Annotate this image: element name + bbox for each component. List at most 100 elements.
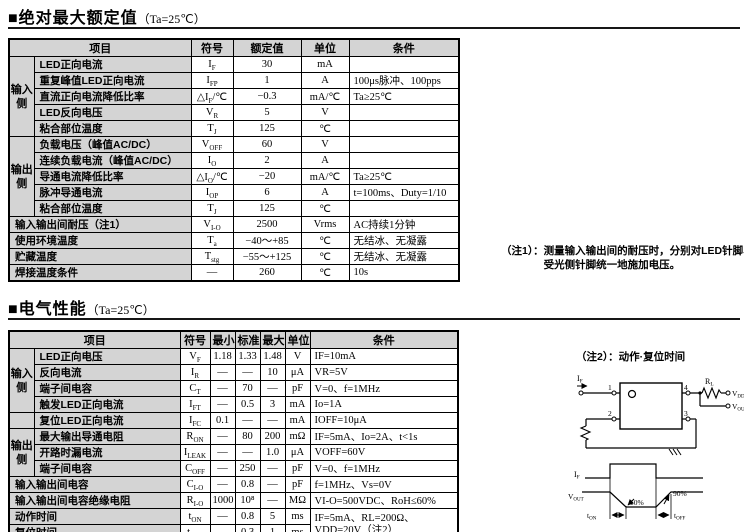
table-row: 脉冲导通电流 IOP 6 A t=100ms、Duty=1/10 [9,184,460,201]
vdd-label: VDD [732,389,744,400]
col-header-unit: 单位 [284,330,311,349]
cell-rating: 60 [232,136,302,153]
cell-item: 端子间电容 [33,380,181,397]
cell-item: LED反向电压 [33,104,192,121]
cell-unit: ℃ [300,264,350,282]
table-row: 输入输出间电容 CI-O — 0.8 — pF f=1MHz、Vs=0V [8,476,459,493]
table-row: 直流正向电流降低比率 △IF/℃ −0.3 mA/℃ Ta≥25℃ [9,88,460,105]
cell-item: 使用环境温度 [8,232,192,249]
cell-typ: 0.3 [234,524,261,532]
cell-condition: IOFF=10μA [309,412,459,429]
cell-unit: pF [284,476,311,493]
cell-typ: 250 [234,460,261,477]
cell-rating: −55～+125 [232,248,302,265]
cell-unit: MΩ [284,492,311,509]
cell-condition [348,136,460,153]
cell-min: — [209,428,236,445]
cell-item: 粘合部位温度 [33,120,192,137]
cell-unit: V [300,136,350,153]
cell-min: — [209,444,236,461]
cell-unit: μA [284,364,311,381]
cell-condition-merged: IF=5mA、RL=200Ω、 VDD=20V（注2） [309,508,459,532]
cell-condition: VI-O=500VDC、RoH≤60% [309,492,459,509]
cell-unit: V [284,348,311,365]
cell-unit: mA [300,56,350,73]
cell-item: 直流正向电流降低比率 [33,88,192,105]
cell-item: 反向电流 [33,364,181,381]
cell-item: 最大输出导通电阻 [33,428,181,445]
cell-item: 导通电流降低比率 [33,168,192,185]
cell-typ: 70 [234,380,261,397]
table-row: 输出侧 最大输出导通电阻 RON — 80 200 mΩ IF=5mA、Io=2… [8,428,459,477]
cell-condition [348,152,460,169]
cell-rating: 260 [232,264,302,282]
col-header-item: 项目 [8,330,181,349]
table-row: 输入侧 LED正向电流 IF 30 mA [8,56,460,137]
cell-rating: 30 [232,56,302,73]
cell-item: LED正向电流 [33,56,192,73]
cell-item: 输入输出间电容绝缘电阻 [8,492,181,509]
cell-item: 动作时间 [8,508,181,525]
cell-symbol: VI-O [190,216,234,233]
vout-trace [582,491,703,508]
cell-min: — [209,524,236,532]
device-dot-icon [627,389,637,399]
col-header-rating: 额定值 [232,38,302,57]
cell-item: 脉冲导通电流 [33,184,192,201]
section1-title-condition: （Ta=25℃） [137,12,206,26]
table-row: 输入输出间电容绝缘电阻 RI-O 1000 10⁸ — MΩ VI-O=500V… [8,492,459,509]
cell-symbol: IFT [179,396,211,413]
cell-unit: V [300,104,350,121]
cell-typ: 1.33 [234,348,261,365]
cell-item: 粘合部位温度 [33,200,192,217]
cell-symbol: ILEAK [179,444,211,461]
note-1-line2: 受光侧针脚统一地施加电压。 [543,259,681,271]
section2-title-condition: （Ta=25℃） [86,303,155,317]
toff-label: tOFF [674,511,685,522]
table-row: 重复峰值LED正向电流 IFP 1 A 100μs脉冲、100pps [9,72,460,89]
row-group-empty [8,412,35,429]
cell-condition [348,56,460,73]
cell-typ: — [234,444,261,461]
cell-unit: mA [284,412,311,429]
table-row: 焊接温度条件 — 260 ℃ 10s [8,264,460,282]
cell-symbol: △IF/℃ [190,88,234,105]
test-circuit-diagram: IF 1 2 3 4 RL VDD [577,374,744,456]
cell-symbol: Ta [190,232,234,249]
cell-symbol: IO [190,152,234,169]
cell-symbol: IOP [190,184,234,201]
table2-header-row: 项目 符号 最小 标准 最大 单位 条件 [8,330,459,349]
cell-rating: −40～+85 [232,232,302,249]
cell-unit: A [300,184,350,201]
cell-max: 1 [259,524,286,532]
note-1-line1: 测量输入输出间的耐压时，分别对LED针脚、 [543,245,744,257]
cell-symbol: tON [179,508,211,525]
cell-item: 输入输出间耐压（注1） [8,216,192,233]
cell-item: 输入输出间电容 [8,476,181,493]
cell-condition: Io=1A [309,396,459,413]
cell-unit: ms [284,524,311,532]
cell-typ: 0.5 [234,396,261,413]
col-header-typ: 标准 [234,330,261,349]
waveform-if-label: IF [574,470,580,481]
cell-unit: ℃ [300,120,350,137]
cell-rating: 2500 [232,216,302,233]
cell-item: 连续负载电流（峰值AC/DC） [33,152,192,169]
p10-label: 10% [630,498,644,507]
absolute-maximum-ratings-table: 项目 符号 额定值 单位 条件 输入侧 LED正向电流 IF 30 mA 重复峰… [8,38,460,282]
cell-unit: A [300,72,350,89]
table-row: 导通电流降低比率 △IO/℃ −20 mA/℃ Ta≥25℃ [9,168,460,185]
table-row: 使用环境温度 Ta −40～+85 ℃ 无结冰、无凝露 [8,232,460,249]
col-header-condition: 条件 [348,38,460,57]
cell-symbol: Tstg [190,248,234,265]
p90-arrow-icon [663,494,670,505]
table-row: 输出侧 负载电压（峰值AC/DC） VOFF 60 V [8,136,460,217]
cell-min: 1.18 [209,348,236,365]
cell-unit: mA/℃ [300,88,350,105]
cell-symbol: TJ [190,120,234,137]
cell-symbol: IFC [179,412,211,429]
cell-min: — [209,460,236,477]
cell-condition: f=1MHz、Vs=0V [309,476,459,493]
cell-unit: A [300,152,350,169]
table-row: 触发LED正向电流 IFT — 0.5 3 mA Io=1A [9,396,459,413]
